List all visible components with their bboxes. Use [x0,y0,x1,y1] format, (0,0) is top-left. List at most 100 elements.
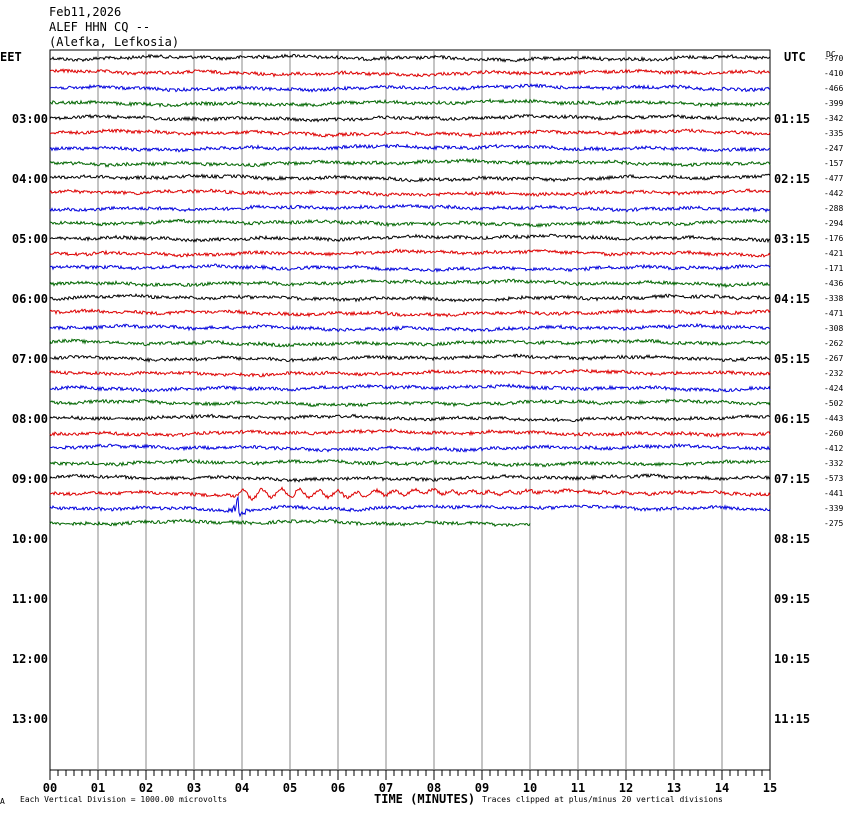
right-time-label: 09:15 [774,592,810,606]
dc-offset-label: -471 [824,309,843,318]
station-label: ALEF HHN CQ -- [49,20,150,34]
seismic-trace [49,98,771,108]
seismic-trace [49,82,771,93]
dc-offset-label: -424 [824,384,843,393]
x-tick-label: 01 [91,781,105,795]
seismic-traces [49,53,771,527]
right-timezone-label: UTC [784,50,806,64]
right-time-label: 04:15 [774,292,810,306]
seismic-trace [49,413,771,423]
x-tick-label: 04 [235,781,249,795]
seismic-trace [49,173,771,183]
dc-offset-label: -171 [824,264,843,273]
right-time-labels: 01:15 02:15 03:15 04:15 05:15 06:15 07:15 08:15… [774,112,810,726]
dc-offset-label: -339 [824,504,843,513]
x-axis-title: TIME (MINUTES) [374,792,475,806]
seismic-trace [49,143,771,153]
seismic-trace [49,486,771,502]
x-tick-label: 12 [619,781,633,795]
seismic-trace [49,293,771,303]
dc-offset-label: -176 [824,234,843,243]
left-time-label: 07:00 [12,352,48,366]
seismic-trace [49,518,531,527]
seismic-trace [49,353,771,363]
seismic-trace [49,473,771,483]
dc-offset-label: -157 [824,159,843,168]
x-tick-label: 10 [523,781,537,795]
seismic-trace [49,248,771,258]
dc-offset-label: -477 [824,174,843,183]
seismic-trace [49,263,771,273]
dc-offset-label: -288 [824,204,843,213]
dc-offset-label: -466 [824,84,843,93]
scale-note: Each Vertical Division = 1000.00 microvo… [20,795,227,804]
left-time-label: 09:00 [12,472,48,486]
dc-offset-label: -370 [824,54,843,63]
x-tick-label: 09 [475,781,489,795]
dc-offset-label: -262 [824,339,843,348]
x-tick-label: 13 [667,781,681,795]
right-time-label: 11:15 [774,712,810,726]
x-tick-label: 08 [427,781,441,795]
dc-offset-label: -294 [824,219,843,228]
seismic-trace [49,68,771,78]
seismic-trace [49,398,771,408]
clip-note: Traces clipped at plus/minus 20 vertical… [482,795,723,804]
dc-offset-label: -412 [824,444,843,453]
seismic-trace [49,368,771,378]
dc-offset-label: -573 [824,474,843,483]
x-tick-label: 02 [139,781,153,795]
dc-offset-label: -442 [824,189,843,198]
dc-offset-header: DC [826,50,836,59]
right-time-label: 06:15 [774,412,810,426]
dc-offset-label: -232 [824,369,843,378]
corner-mark: A [0,797,5,806]
dc-offset-label: -502 [824,399,843,408]
x-tick-label: 03 [187,781,201,795]
dc-offset-label: -275 [824,519,843,528]
dc-offset-label: -436 [824,279,843,288]
seismic-trace [49,308,771,318]
dc-offset-label: -267 [824,354,843,363]
left-time-label: 05:00 [12,232,48,246]
left-time-label: 03:00 [12,112,48,126]
dc-offset-label: -441 [824,489,843,498]
dc-offset-label: -410 [824,69,843,78]
dc-offset-label: -399 [824,99,843,108]
plot-frame [49,49,771,771]
left-time-label: 08:00 [12,412,48,426]
left-time-label: 04:00 [12,172,48,186]
dc-offset-label: -247 [824,144,843,153]
left-time-labels: 03:00 04:00 05:00 06:00 07:00 08:00 09:00 10:00… [12,112,48,726]
left-time-label: 11:00 [12,592,48,606]
dc-offset-labels: -370 -410 -466 -399 -342 -335 -247 -157 -477 -442… [824,54,843,528]
right-time-label: 02:15 [774,172,810,186]
seismic-trace [49,53,771,63]
left-time-label: 13:00 [12,712,48,726]
dc-offset-label: -332 [824,459,843,468]
dc-offset-label: -342 [824,114,843,123]
right-time-label: 08:15 [774,532,810,546]
right-time-label: 03:15 [774,232,810,246]
seismic-trace [49,458,771,468]
seismic-trace [49,233,771,244]
x-tick-label: 11 [571,781,585,795]
seismic-trace [49,127,771,138]
x-tick-label: 07 [379,781,393,795]
x-axis-ticks [49,770,771,780]
dc-offset-label: -421 [824,249,843,258]
seismic-trace [49,442,771,453]
location-label: (Alefka, Lefkosia) [49,35,179,49]
seismic-trace [49,495,771,518]
seismic-trace [49,338,771,348]
seismic-trace [49,187,771,197]
x-tick-label: 14 [715,781,729,795]
dc-offset-label: -308 [824,324,843,333]
left-time-label: 12:00 [12,652,48,666]
seismic-trace [49,428,771,438]
right-time-label: 01:15 [774,112,810,126]
dc-offset-label: -260 [824,429,843,438]
left-time-label: 10:00 [12,532,48,546]
seismic-trace [49,203,771,213]
